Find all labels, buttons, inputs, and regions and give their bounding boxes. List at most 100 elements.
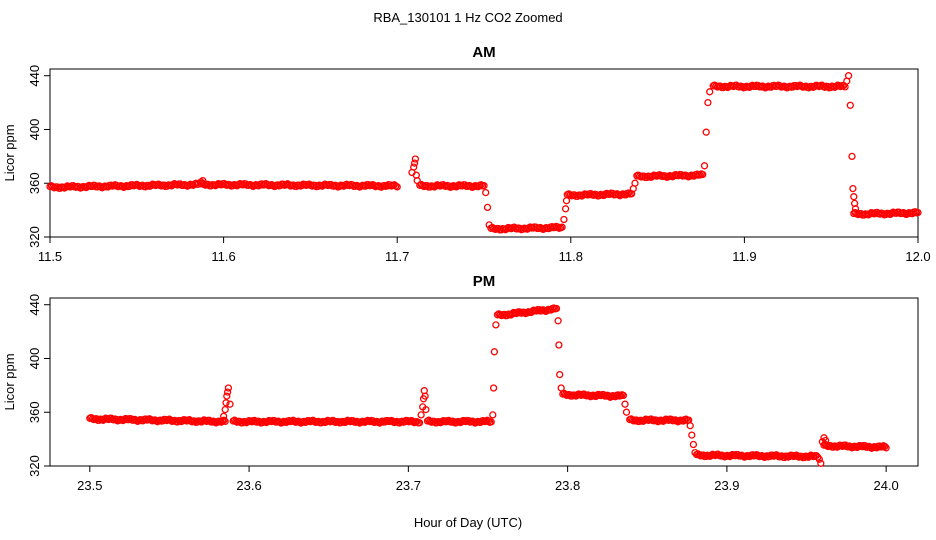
data-point [288, 417, 296, 426]
y-tick-label: 360 [27, 172, 42, 194]
y-axis-label: Licor ppm [2, 124, 17, 181]
x-tick-label: 24.0 [873, 478, 898, 493]
data-point [556, 370, 564, 379]
data-point [219, 412, 228, 420]
data-point [689, 440, 698, 449]
x-tick-label: 11.5 [38, 249, 62, 264]
data-point [198, 417, 207, 425]
data-point [483, 203, 492, 212]
data-point [844, 72, 853, 80]
data-point [413, 176, 421, 185]
data-point [622, 408, 631, 416]
data-point [480, 182, 488, 190]
data-point [817, 459, 825, 467]
x-tick-label: 23.5 [77, 478, 102, 493]
data-point [699, 170, 707, 179]
data-point [555, 341, 563, 349]
x-tick-label: 23.9 [714, 478, 739, 493]
data-point [223, 392, 231, 400]
x-tick-label: 23.6 [236, 478, 261, 493]
data-point [411, 155, 420, 163]
data-point [422, 405, 430, 414]
panel-title: PM [473, 273, 496, 290]
x-tick-label: 23.7 [396, 478, 421, 493]
x-tick-label: 12.0 [905, 249, 930, 264]
data-point [617, 392, 625, 400]
y-tick-label: 440 [27, 294, 42, 316]
data-point [558, 223, 566, 231]
data-point [223, 388, 232, 396]
data-point [882, 444, 890, 452]
data-point [226, 400, 234, 408]
data-point [492, 321, 500, 329]
data-point [848, 152, 856, 161]
plot-frame [49, 297, 919, 467]
x-tick-label: 11.7 [385, 249, 409, 264]
data-point [482, 417, 490, 426]
panel-title: AM [472, 44, 495, 61]
data-point [849, 184, 857, 193]
data-point [224, 384, 233, 392]
data-point [878, 443, 886, 451]
data-point [914, 208, 922, 217]
data-point [552, 304, 561, 313]
data-point [815, 455, 823, 463]
data-point [691, 448, 699, 457]
data-point [393, 183, 401, 191]
data-point [415, 419, 424, 427]
data-point [421, 392, 429, 400]
data-point [490, 348, 499, 356]
data-point [199, 176, 207, 185]
x-tick-label: 11.9 [732, 249, 756, 264]
data-point [850, 193, 858, 201]
am-panel: AM 11.5 11.6 11.7 11.8 11.9 12.0 320 360 400 440 Li… [2, 44, 931, 264]
data-point [485, 221, 493, 229]
data-point [253, 418, 261, 426]
data-point [631, 179, 639, 187]
y-tick-label: 400 [27, 348, 42, 370]
data-point [821, 436, 830, 445]
data-point [561, 205, 570, 213]
data-point [846, 101, 854, 109]
data-point [410, 159, 419, 167]
data-point [619, 391, 628, 400]
y-tick-label: 320 [27, 455, 42, 477]
data-point [144, 416, 152, 424]
data-point [706, 88, 714, 96]
y-axis-label: Licor ppm [2, 353, 17, 410]
data-point [562, 197, 571, 205]
data-point [482, 188, 490, 197]
data-point [487, 418, 495, 426]
data-point [417, 411, 425, 419]
data-point [489, 411, 497, 419]
data-point [220, 416, 228, 424]
data-point [704, 98, 712, 107]
data-point [686, 422, 694, 430]
data-point [702, 128, 710, 136]
x-tick-label: 23.8 [555, 478, 580, 493]
x-tick-label: 11.8 [559, 249, 583, 264]
y-tick-label: 400 [27, 119, 42, 141]
y-tick-label: 440 [27, 65, 42, 87]
data-point [554, 317, 562, 325]
data-point [197, 178, 205, 186]
data-point [688, 431, 696, 439]
data-point [489, 384, 498, 392]
y-tick-label: 360 [27, 401, 42, 423]
main-title: RBA_130101 1 Hz CO2 Zoomed [373, 10, 562, 25]
plot-frame [49, 68, 919, 238]
data-point [700, 162, 709, 170]
data-point [851, 205, 860, 213]
data-point [221, 405, 229, 414]
data-point [621, 400, 629, 408]
pm-panel: PM 23.5 23.6 23.7 23.8 23.9 24.0 320 360 400 440 Li… [2, 273, 919, 493]
data-point [881, 442, 889, 451]
x-tick-label: 11.6 [211, 249, 235, 264]
data-point [557, 384, 565, 392]
data-point [410, 163, 418, 171]
x-axis-label: Hour of Day (UTC) [414, 515, 522, 530]
y-tick-label: 320 [27, 226, 42, 248]
data-point [560, 215, 568, 224]
data-point [222, 399, 230, 407]
